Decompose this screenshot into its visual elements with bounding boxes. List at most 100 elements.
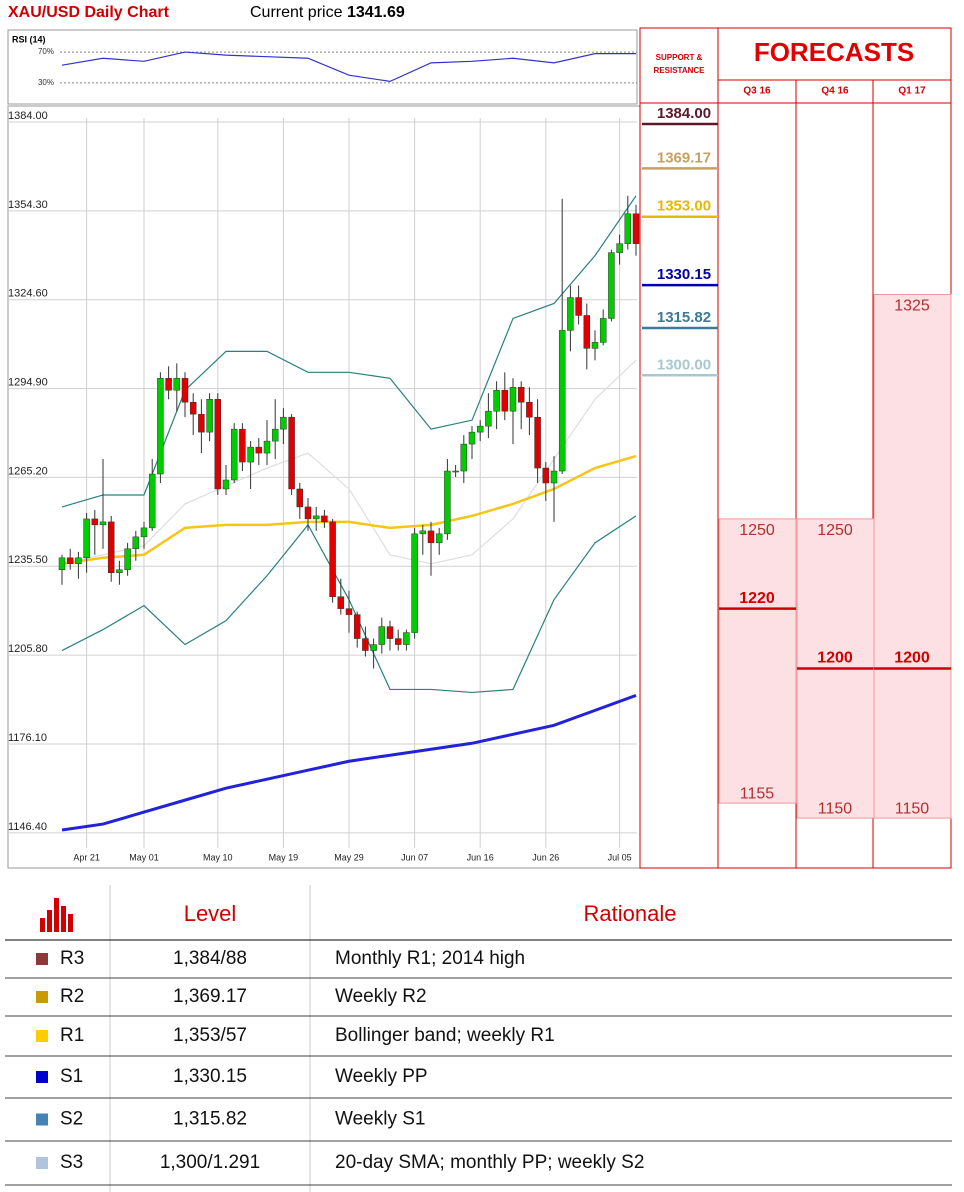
candle-body [353, 614, 361, 639]
table-icon [40, 898, 73, 932]
candle-body [394, 638, 402, 645]
forecast-range [873, 294, 952, 819]
forecast-high: 1325 [894, 298, 930, 315]
forecast-mid-label: 1200 [894, 650, 930, 667]
candle-body [558, 330, 566, 472]
level-value: 1,384/88 [173, 948, 247, 969]
line-series [61, 694, 637, 832]
level-label: 1369.17 [657, 149, 711, 166]
level-rationale: Bollinger band; weekly R1 [335, 1025, 555, 1046]
candle-body [509, 387, 517, 412]
candle-body [485, 410, 492, 427]
candle-body [550, 470, 558, 484]
candle-body [575, 297, 582, 316]
forecast-range [718, 518, 797, 804]
x-tick-label: May 19 [269, 852, 299, 862]
y-tick-label: 1384.00 [8, 110, 48, 122]
candle-body [189, 401, 197, 415]
candle-body [534, 416, 541, 469]
candle-body [124, 548, 131, 571]
level-swatch [36, 1030, 48, 1042]
level-value: 1,369.17 [173, 986, 247, 1007]
candle-body [222, 479, 230, 490]
candle-body [616, 243, 623, 253]
level-swatch [36, 1157, 48, 1169]
candle-body [321, 515, 328, 523]
level-label: 1300.00 [657, 356, 711, 373]
candle-body [157, 378, 164, 475]
candle-body [288, 416, 295, 490]
candle-body [542, 467, 550, 484]
current-price-value: 1341.69 [347, 4, 405, 21]
candle-body [132, 536, 140, 550]
x-tick-label: Jul 05 [608, 852, 632, 862]
candle-body [83, 518, 90, 559]
x-tick-label: Apr 21 [73, 852, 100, 862]
levels-header: RESISTANCE [654, 66, 706, 75]
forecast-high: 1250 [739, 522, 775, 539]
rsi-title: RSI (14) [12, 34, 46, 44]
candle-body [632, 213, 640, 244]
candle-body [140, 527, 148, 538]
level-value: 1,300/1.291 [160, 1152, 260, 1173]
level-rationale: Weekly R2 [335, 986, 427, 1007]
level-name: R3 [60, 948, 84, 969]
candle-body [624, 213, 632, 244]
line-series [61, 359, 637, 565]
y-tick-label: 1265.20 [8, 465, 48, 477]
candle-body [198, 413, 205, 433]
candle-body [583, 315, 591, 349]
candle-body [567, 297, 574, 331]
table-header: Level [184, 901, 237, 926]
forecast-low: 1150 [818, 800, 853, 817]
candle-body [107, 521, 115, 573]
candle-body [91, 518, 99, 526]
candle-body [165, 378, 172, 391]
level-swatch [36, 1113, 48, 1126]
candle-body [468, 431, 476, 445]
x-tick-label: Jun 16 [467, 852, 494, 862]
candle-body [386, 626, 394, 639]
level-swatch [36, 991, 48, 1003]
level-label: 1315.82 [657, 309, 711, 326]
y-tick-label: 1146.40 [8, 821, 47, 833]
y-tick-label: 1294.90 [8, 376, 48, 388]
current-price-label: Current price [250, 4, 343, 21]
line-series [61, 454, 637, 566]
level-rationale: Weekly PP [335, 1066, 428, 1087]
level-label: 1330.15 [657, 266, 711, 283]
candle-body [460, 443, 468, 472]
forecast-high: 1250 [817, 522, 853, 539]
candle-body [66, 557, 74, 565]
forecast-mid-label: 1200 [817, 650, 853, 667]
level-label: 1353.00 [657, 198, 711, 215]
y-tick-label: 70% [38, 47, 54, 56]
candle-body [239, 428, 246, 463]
candle-body [280, 416, 287, 430]
candle-body [148, 473, 156, 529]
forecast-title: FORECASTS [754, 37, 914, 67]
candle-body [296, 488, 304, 508]
candle-body [501, 390, 509, 412]
candle-body [435, 533, 443, 544]
level-rationale: 20-day SMA; monthly PP; weekly S2 [335, 1152, 644, 1173]
candle-body [255, 446, 263, 454]
quarter-label: Q1 17 [898, 86, 926, 97]
candle-body [591, 342, 599, 349]
level-name: S3 [60, 1152, 83, 1173]
forecast-low: 1150 [895, 800, 930, 817]
level-swatch [36, 1071, 48, 1083]
candle-body [370, 644, 377, 651]
y-tick-label: 1205.80 [8, 643, 48, 655]
candle-body [517, 387, 525, 403]
candle-body [411, 533, 418, 633]
level-name: S2 [60, 1109, 83, 1130]
candle-body [403, 632, 410, 645]
candle-body [526, 401, 533, 418]
current-price: Current price 1341.69 [250, 4, 405, 21]
x-tick-label: May 10 [203, 852, 233, 862]
y-tick-label: 1176.10 [8, 732, 47, 744]
candle-body [476, 425, 484, 433]
candle-body [263, 440, 271, 454]
